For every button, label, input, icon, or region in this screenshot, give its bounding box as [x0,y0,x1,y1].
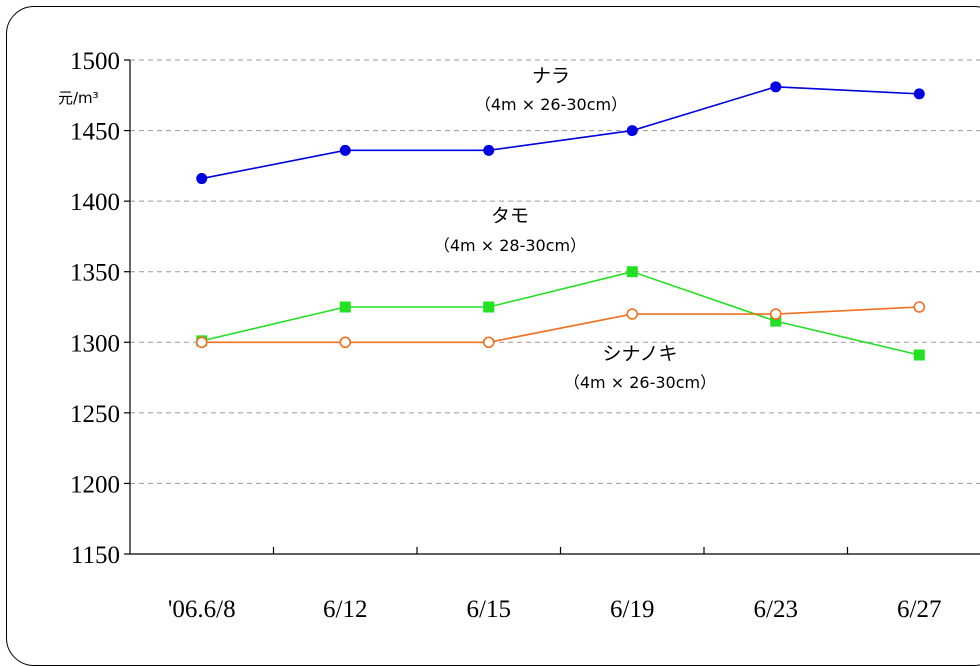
data-point-square [626,266,638,278]
data-point-circle [339,144,351,156]
x-tick-labels: '06.6/8 6/12 6/15 6/19 6/23 6/27 [168,596,942,623]
series-1 [196,81,925,185]
series-annotations: ナラ （4m × 26-30cm） タモ （4m × 28-30cm） シナノキ （4m … [434,65,716,392]
data-point-circle [770,81,782,93]
y-tick-label: 1300 [70,330,120,357]
x-tick-label: '06.6/8 [168,596,236,623]
y-tick-label: 1250 [70,401,120,428]
y-tick-labels: 1150 1200 1250 1300 1350 1400 1450 1500 [70,48,120,569]
y-tick-label: 1350 [70,260,120,287]
series-name-label: ナラ [532,65,570,87]
data-point-hollow-circle [195,336,208,349]
data-point-square [770,315,782,327]
data-point-circle [196,173,208,185]
data-point-hollow-circle [626,308,639,320]
data-point-square [913,349,925,361]
series-spec-label: （4m × 28-30cm） [434,236,586,255]
series-name-label: シナノキ [602,343,677,365]
data-point-hollow-circle [913,301,926,313]
series-group [195,81,926,361]
axes [124,59,980,555]
series-spec-label: （4m × 26-30cm） [564,373,716,392]
y-tick-label: 1500 [70,48,120,75]
data-point-square [339,301,351,313]
x-tick-label: 6/27 [897,596,941,623]
x-tick-label: 6/15 [467,596,511,623]
chart-frame [6,6,980,666]
series-3 [195,301,926,349]
unit-label: 元/m³ [58,89,99,107]
y-tick-label: 1150 [71,542,120,569]
data-point-circle [483,144,495,156]
data-point-hollow-circle [339,336,352,349]
y-tick-label: 1200 [70,471,120,498]
y-tick-label: 1400 [70,189,120,216]
x-tick-label: 6/23 [754,596,798,623]
series-line [201,270,920,356]
y-tick-label: 1450 [70,119,120,146]
x-tick-label: 6/12 [323,596,367,623]
series-spec-label: （4m × 26-30cm） [475,95,627,114]
data-point-square [483,301,495,313]
data-point-circle [913,88,925,100]
series-line [201,306,920,344]
series-line [201,86,920,180]
x-tick-label: 6/19 [610,596,654,623]
grid-lines [130,59,980,484]
series-name-label: タモ [491,205,529,227]
data-point-hollow-circle [482,336,495,349]
line-chart: 1150 1200 1250 1300 1350 1400 1450 1500 '06.6/8… [58,48,980,623]
series-2 [196,266,925,361]
data-point-hollow-circle [769,308,782,320]
data-point-circle [626,125,638,137]
